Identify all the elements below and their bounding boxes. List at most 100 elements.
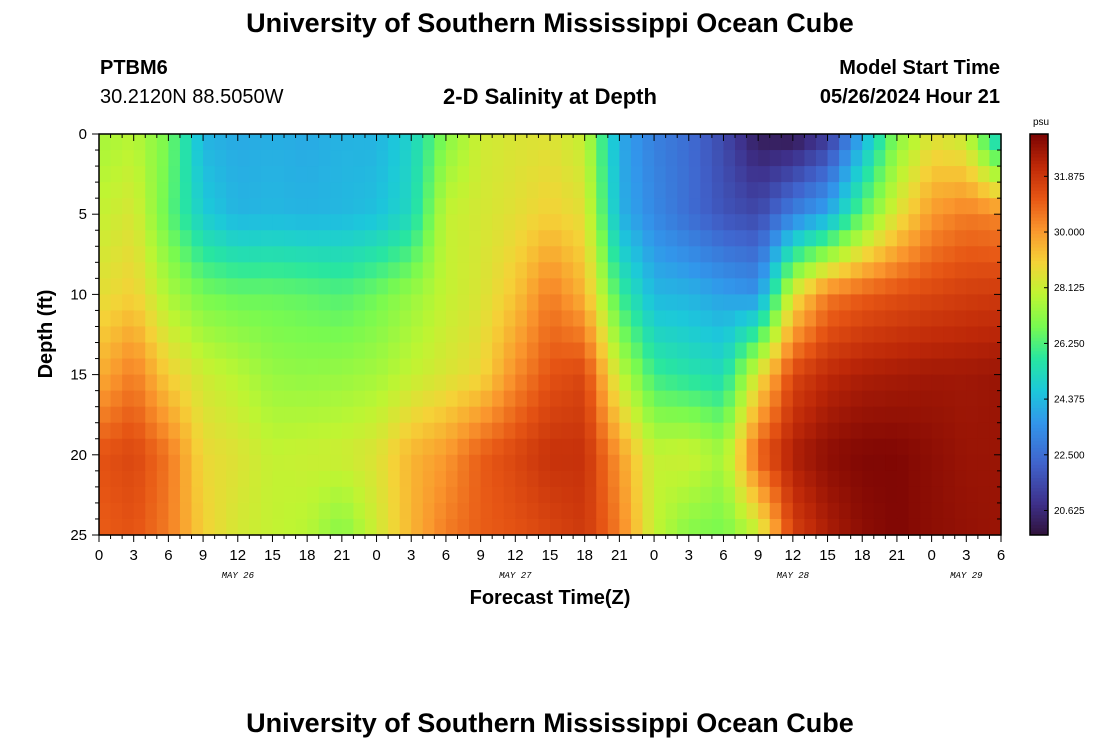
heatmap-cell bbox=[700, 294, 713, 312]
heatmap-cell bbox=[214, 486, 227, 504]
heatmap-cell bbox=[526, 182, 540, 199]
heatmap-cell bbox=[989, 294, 1002, 312]
heatmap-cell bbox=[896, 278, 910, 295]
heatmap-cell bbox=[503, 502, 516, 520]
heatmap-cell bbox=[839, 438, 852, 456]
heatmap-cell bbox=[815, 502, 829, 520]
heatmap-cell bbox=[665, 422, 678, 440]
heatmap-cell bbox=[654, 454, 667, 472]
heatmap-cell bbox=[353, 326, 366, 344]
heatmap-cell bbox=[145, 438, 158, 456]
heatmap-cell bbox=[769, 374, 782, 392]
heatmap-cell bbox=[943, 374, 956, 392]
heatmap-cell bbox=[630, 262, 644, 279]
heatmap-cell bbox=[619, 518, 632, 536]
heatmap-cell bbox=[399, 326, 412, 344]
heatmap-cell bbox=[156, 198, 169, 215]
heatmap-cell bbox=[168, 262, 181, 279]
heatmap-cell bbox=[665, 262, 678, 279]
heatmap-cell bbox=[295, 518, 308, 536]
heatmap-cell bbox=[862, 358, 875, 376]
heatmap-cell bbox=[781, 326, 794, 344]
heatmap-cell bbox=[607, 358, 620, 376]
heatmap-cell bbox=[711, 342, 725, 360]
heatmap-cell bbox=[110, 182, 123, 199]
heatmap-cell bbox=[573, 470, 586, 488]
heatmap-cell bbox=[665, 278, 678, 295]
heatmap-cell bbox=[156, 342, 169, 360]
heatmap-cell bbox=[388, 342, 401, 360]
colorbar-band bbox=[1030, 374, 1048, 379]
heatmap-cell bbox=[122, 262, 135, 279]
heatmap-cell bbox=[688, 182, 701, 199]
heatmap-cell bbox=[226, 262, 239, 279]
heatmap-cell bbox=[642, 150, 655, 167]
heatmap-cell bbox=[920, 310, 933, 328]
heatmap-cell bbox=[815, 262, 829, 279]
heatmap-cell bbox=[839, 390, 852, 408]
heatmap-cell bbox=[688, 502, 701, 520]
heatmap-cell bbox=[191, 342, 204, 360]
heatmap-cell bbox=[179, 470, 193, 488]
heatmap-cell bbox=[122, 470, 135, 488]
heatmap-cell bbox=[873, 518, 886, 536]
heatmap-cell bbox=[550, 230, 563, 247]
heatmap-cell bbox=[133, 214, 146, 231]
heatmap-cell bbox=[954, 518, 967, 536]
heatmap-cell bbox=[873, 454, 886, 472]
heatmap-cell bbox=[330, 454, 343, 472]
heatmap-cell bbox=[908, 390, 921, 408]
heatmap-cell bbox=[272, 518, 285, 536]
heatmap-cell bbox=[550, 502, 563, 520]
heatmap-cell bbox=[272, 390, 285, 408]
heatmap-cell bbox=[122, 214, 135, 231]
heatmap-cell bbox=[758, 374, 771, 392]
heatmap-cell bbox=[862, 214, 875, 231]
heatmap-cell bbox=[388, 278, 401, 295]
heatmap-cell bbox=[422, 310, 435, 328]
colorbar-band bbox=[1030, 134, 1048, 138]
heatmap-cell bbox=[677, 358, 690, 376]
heatmap-cell bbox=[735, 310, 748, 328]
heatmap-cell bbox=[307, 198, 320, 215]
heatmap-cell bbox=[665, 214, 678, 231]
heatmap-cell bbox=[792, 486, 806, 504]
heatmap-cell bbox=[237, 294, 250, 312]
colorbar-tick-label: 30.000 bbox=[1054, 228, 1085, 239]
heatmap-cell bbox=[573, 486, 586, 504]
heatmap-cell bbox=[156, 390, 169, 408]
heatmap-cell bbox=[492, 518, 505, 536]
heatmap-cell bbox=[561, 502, 574, 520]
heatmap-cell bbox=[827, 294, 840, 312]
heatmap-cell bbox=[977, 438, 991, 456]
heatmap-cell bbox=[827, 406, 840, 424]
heatmap-cell bbox=[260, 150, 274, 167]
heatmap-cell bbox=[931, 310, 944, 328]
heatmap-cell bbox=[237, 214, 250, 231]
heatmap-cell bbox=[711, 518, 725, 536]
heatmap-cell bbox=[214, 502, 227, 520]
heatmap-cell bbox=[850, 150, 863, 167]
heatmap-cell bbox=[850, 470, 863, 488]
heatmap-cell bbox=[260, 182, 274, 199]
heatmap-cell bbox=[735, 294, 748, 312]
heatmap-cell bbox=[538, 374, 551, 392]
heatmap-cell bbox=[422, 342, 435, 360]
heatmap-cell bbox=[480, 438, 493, 456]
heatmap-cell bbox=[723, 358, 736, 376]
colorbar-band bbox=[1030, 301, 1048, 305]
heatmap-cell bbox=[862, 262, 875, 279]
heatmap-cell bbox=[688, 390, 701, 408]
heatmap-cell bbox=[376, 214, 389, 231]
heatmap-cell bbox=[827, 246, 840, 263]
heatmap-cell bbox=[885, 342, 898, 360]
heatmap-cell bbox=[931, 502, 944, 520]
heatmap-cell bbox=[503, 454, 516, 472]
heatmap-cell bbox=[364, 454, 378, 472]
heatmap-cell bbox=[954, 214, 967, 231]
heatmap-cell bbox=[272, 486, 285, 504]
heatmap-cell bbox=[688, 246, 701, 263]
colorbar-band bbox=[1030, 160, 1048, 165]
heatmap-cell bbox=[584, 454, 597, 472]
